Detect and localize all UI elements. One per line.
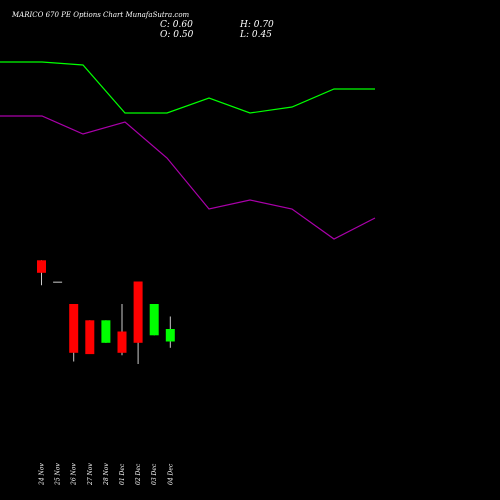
candle — [133, 281, 143, 364]
x-tick-label: 26 Nov — [71, 463, 78, 486]
candle-body — [85, 320, 95, 355]
high-readout: H: 0.70 — [239, 20, 274, 30]
x-tick-label: 01 Dec — [119, 463, 126, 485]
indicator-lines — [0, 61, 376, 240]
x-tick-label: 03 Dec — [151, 463, 158, 485]
close-readout: C: 0.60 — [160, 20, 193, 30]
x-axis-labels: 24 Nov 25 Nov 26 Nov 27 Nov 28 Nov 01 Dec 02 D… — [39, 463, 175, 486]
candle-body — [117, 331, 127, 353]
candle — [165, 316, 175, 348]
candle — [69, 304, 79, 362]
candle — [85, 320, 95, 355]
candle-body — [165, 329, 175, 342]
low-readout: L: 0.45 — [239, 30, 272, 40]
open-readout: O: 0.50 — [160, 30, 194, 40]
x-tick-label: 04 Dec — [167, 463, 174, 485]
candle-body — [133, 281, 143, 343]
candle-body — [37, 260, 46, 273]
candle — [53, 281, 63, 283]
x-tick-label: 24 Nov — [39, 463, 46, 486]
candle — [37, 260, 46, 286]
x-tick-label: 27 Nov — [87, 463, 94, 486]
candle-body — [149, 304, 159, 336]
candle — [101, 320, 111, 343]
candle-body — [53, 281, 63, 283]
chart-title: MARICO 670 PE Options Chart MunafaSutra.… — [11, 11, 190, 19]
candle — [117, 304, 127, 356]
x-tick-label: 02 Dec — [135, 463, 142, 485]
candle — [149, 304, 159, 336]
indicator-line-1 — [0, 61, 375, 114]
candles — [37, 260, 175, 364]
x-tick-label: 28 Nov — [103, 463, 110, 486]
indicator-line-2 — [0, 115, 376, 240]
x-tick-label: 25 Nov — [55, 463, 62, 486]
candle-body — [101, 320, 111, 343]
candle-body — [69, 304, 79, 353]
